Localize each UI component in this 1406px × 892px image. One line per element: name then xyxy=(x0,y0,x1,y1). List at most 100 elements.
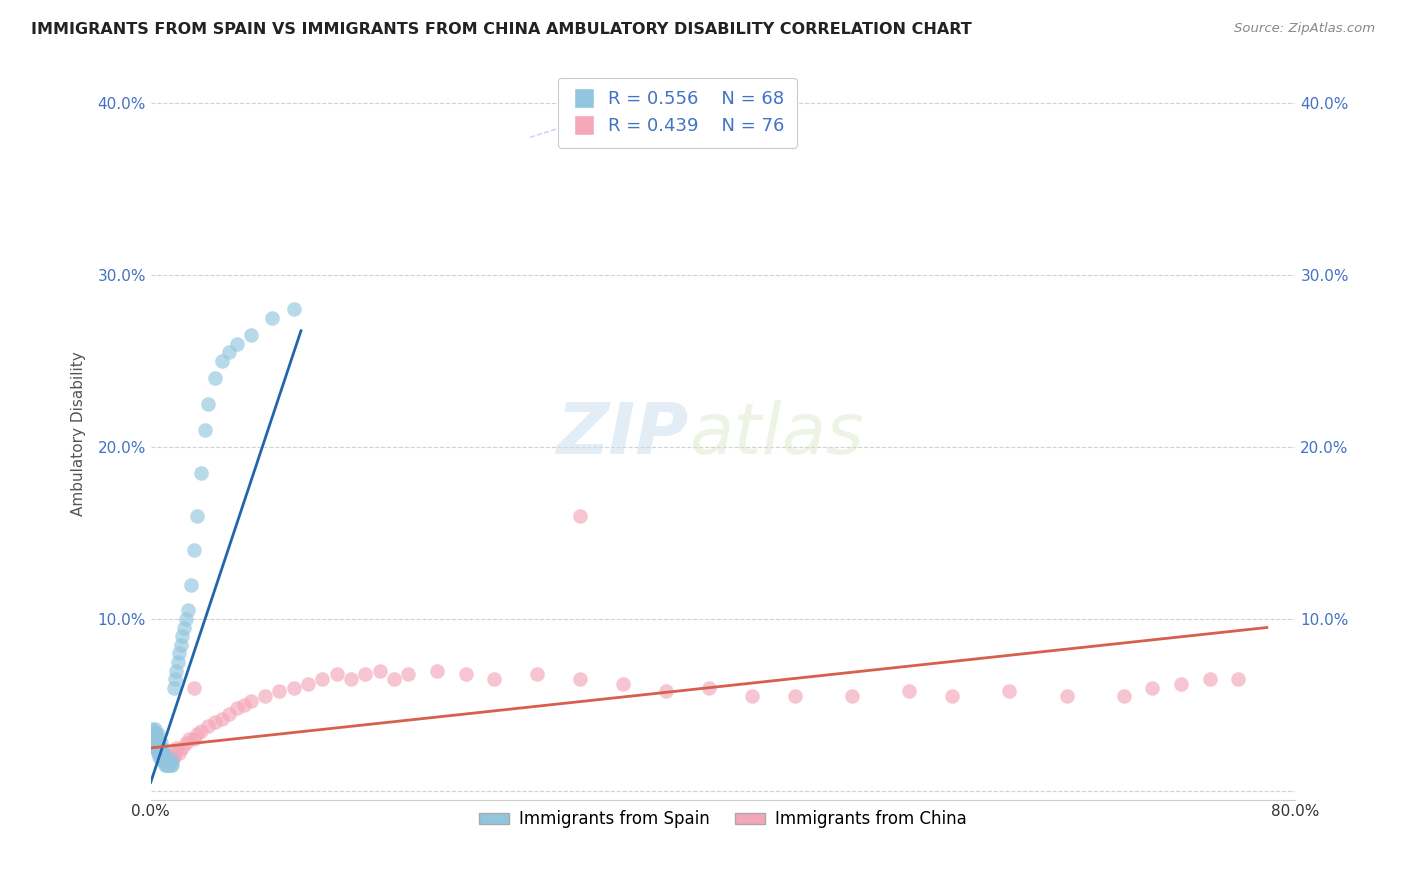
Point xyxy=(163,672,186,686)
Point xyxy=(146,736,169,750)
Point xyxy=(148,746,170,760)
Point xyxy=(697,681,720,695)
Text: Source: ZipAtlas.com: Source: ZipAtlas.com xyxy=(1234,22,1375,36)
Point xyxy=(160,753,183,767)
Point xyxy=(159,758,181,772)
Point xyxy=(211,712,233,726)
Point xyxy=(166,664,188,678)
Point xyxy=(145,740,167,755)
Text: ZIP: ZIP xyxy=(557,400,689,468)
Point xyxy=(1170,677,1192,691)
Point xyxy=(1227,672,1250,686)
Point xyxy=(146,740,169,755)
Point xyxy=(211,354,233,368)
Point xyxy=(183,543,205,558)
Point xyxy=(382,672,405,686)
Point xyxy=(153,758,176,772)
Point xyxy=(169,746,191,760)
Point xyxy=(153,749,176,764)
Point xyxy=(141,732,163,747)
Point xyxy=(204,371,226,385)
Point xyxy=(148,749,170,764)
Point xyxy=(150,746,173,760)
Point xyxy=(157,749,180,764)
Point xyxy=(176,612,198,626)
Point xyxy=(898,684,921,698)
Point xyxy=(142,736,165,750)
Point xyxy=(262,310,284,325)
Point xyxy=(148,746,170,760)
Point xyxy=(283,302,305,317)
Point xyxy=(146,746,169,760)
Point xyxy=(163,746,186,760)
Point xyxy=(152,753,174,767)
Point xyxy=(170,638,193,652)
Point xyxy=(1112,690,1135,704)
Point xyxy=(155,758,177,772)
Point xyxy=(146,732,169,747)
Point xyxy=(354,667,377,681)
Point xyxy=(145,736,167,750)
Point xyxy=(150,749,173,764)
Point xyxy=(482,672,505,686)
Point xyxy=(149,740,172,755)
Point xyxy=(146,740,169,755)
Point xyxy=(741,690,763,704)
Point xyxy=(204,715,226,730)
Point xyxy=(145,727,167,741)
Point xyxy=(167,655,190,669)
Point xyxy=(169,646,191,660)
Point xyxy=(150,753,173,767)
Point xyxy=(1198,672,1220,686)
Point xyxy=(186,727,208,741)
Point xyxy=(1056,690,1078,704)
Point xyxy=(311,672,333,686)
Point xyxy=(426,664,449,678)
Point xyxy=(225,701,247,715)
Legend: Immigrants from Spain, Immigrants from China: Immigrants from Spain, Immigrants from C… xyxy=(472,804,973,835)
Point xyxy=(143,736,166,750)
Point xyxy=(225,336,247,351)
Point xyxy=(141,722,163,736)
Point xyxy=(368,664,391,678)
Point xyxy=(143,736,166,750)
Point xyxy=(160,758,183,772)
Text: IMMIGRANTS FROM SPAIN VS IMMIGRANTS FROM CHINA AMBULATORY DISABILITY CORRELATION: IMMIGRANTS FROM SPAIN VS IMMIGRANTS FROM… xyxy=(31,22,972,37)
Point xyxy=(143,740,166,755)
Point xyxy=(145,736,167,750)
Point xyxy=(218,706,240,721)
Point xyxy=(612,677,634,691)
Point xyxy=(183,732,205,747)
Point xyxy=(148,740,170,755)
Point xyxy=(166,740,188,755)
Point xyxy=(239,328,262,343)
Point xyxy=(197,397,219,411)
Point xyxy=(162,681,184,695)
Point xyxy=(150,746,173,760)
Point xyxy=(143,732,166,747)
Point xyxy=(1142,681,1164,695)
Point xyxy=(142,732,165,747)
Point xyxy=(179,732,201,747)
Point xyxy=(325,667,347,681)
Point xyxy=(149,746,172,760)
Point xyxy=(254,690,277,704)
Point xyxy=(155,749,177,764)
Point xyxy=(145,732,167,747)
Point xyxy=(183,681,205,695)
Point xyxy=(143,740,166,755)
Point xyxy=(340,672,363,686)
Point xyxy=(569,672,592,686)
Point xyxy=(176,736,198,750)
Point xyxy=(148,740,170,755)
Point xyxy=(152,749,174,764)
Point xyxy=(941,690,963,704)
Point xyxy=(141,727,163,741)
Point xyxy=(197,718,219,732)
Point xyxy=(396,667,419,681)
Point xyxy=(162,749,184,764)
Y-axis label: Ambulatory Disability: Ambulatory Disability xyxy=(72,351,86,516)
Point xyxy=(152,746,174,760)
Point xyxy=(454,667,477,681)
Point xyxy=(239,694,262,708)
